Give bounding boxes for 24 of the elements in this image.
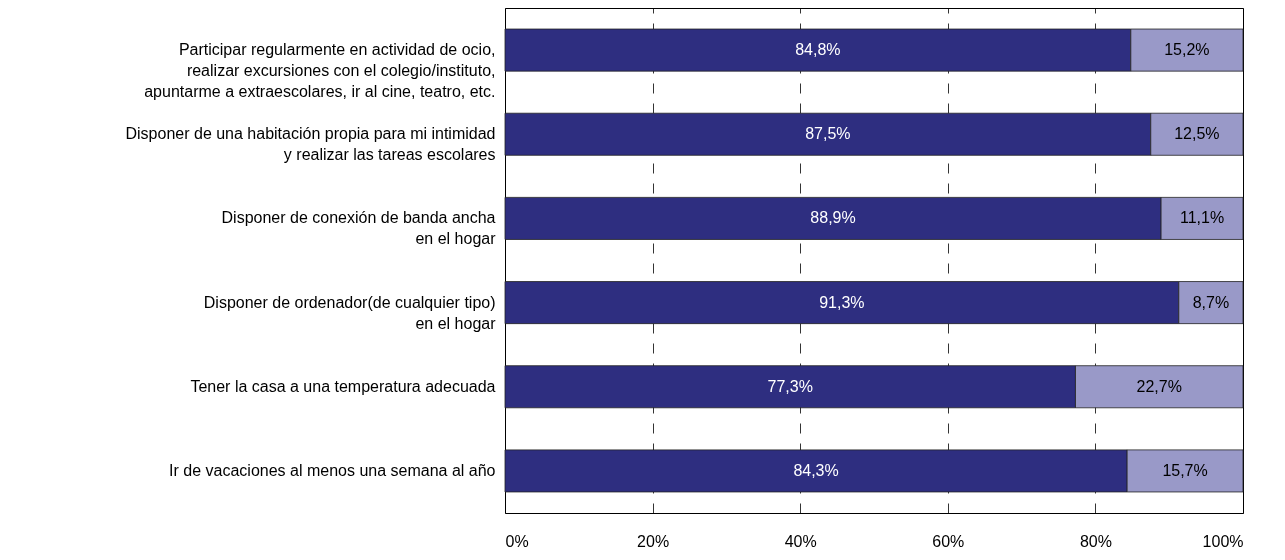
data-label: 84,3% <box>793 461 839 479</box>
data-label: 88,9% <box>810 209 856 227</box>
data-label: 84,8% <box>795 41 841 59</box>
data-label: 22,7% <box>1136 377 1182 395</box>
x-tick-label: 60% <box>932 532 965 550</box>
x-tick-label: 100% <box>1202 532 1244 550</box>
data-label: 77,3% <box>767 377 813 395</box>
y-tick-label: Disponer de una habitación propia para mi intimidad y realizar las tareas escolares <box>125 125 496 164</box>
data-label: 12,5% <box>1174 125 1220 143</box>
data-label: 15,2% <box>1164 41 1210 59</box>
x-tick-label: 20% <box>637 532 670 550</box>
data-label: 11,1% <box>1179 209 1225 227</box>
y-tick-label: Ir de vacaciones al menos una semana al año <box>169 461 496 479</box>
data-label: 87,5% <box>805 125 851 143</box>
data-label: 15,7% <box>1162 461 1208 479</box>
data-label: 8,7% <box>1192 293 1230 311</box>
x-tick-label: 80% <box>1079 532 1112 550</box>
y-tick-label: Disponer de conexión de banda ancha en el hogar <box>221 209 497 248</box>
y-tick-label: Disponer de ordenador(de cualquier tipo) en el hogar <box>203 293 497 332</box>
y-tick-label: Participar regularmente en actividad de ocio, realizar excursiones con el colegio/instituto, apuntarme a extraescolares, ir al cine, teatro, etc. <box>144 41 496 101</box>
y-tick-label: Tener la casa a una temperatura adecuada <box>190 377 496 395</box>
data-label: 91,3% <box>819 293 865 311</box>
x-tick-label: 40% <box>784 532 817 550</box>
x-tick-label: 0% <box>505 532 529 550</box>
